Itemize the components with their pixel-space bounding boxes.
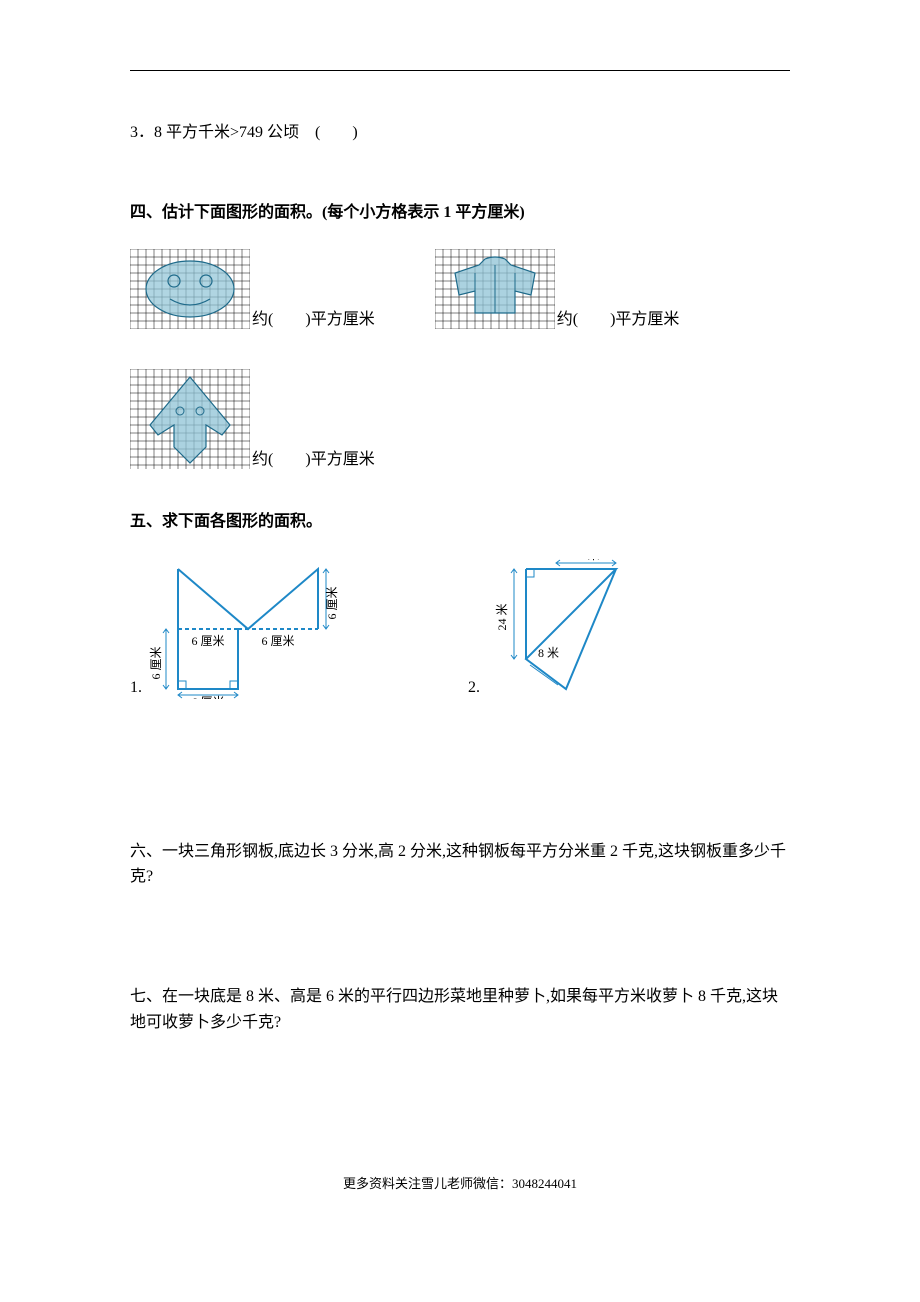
grid-jacket-svg xyxy=(435,249,555,329)
section-4-heading: 四、估计下面图形的面积。(每个小方格表示 1 平方厘米) xyxy=(130,200,790,226)
figure-kite-label: 约( )平方厘米 xyxy=(252,445,375,469)
figure-5-1-svg: 6 厘米 6 厘米 6 厘米 6 厘米 6 厘米 xyxy=(148,559,348,699)
label-suffix: )平方厘米 xyxy=(610,311,679,328)
label-left-6cm: 6 厘米 xyxy=(149,646,163,679)
label-prefix: 约( xyxy=(557,311,578,328)
page-top-rule xyxy=(130,70,790,71)
figure-jacket-label: 约( )平方厘米 xyxy=(557,305,680,329)
label-prefix: 约( xyxy=(252,311,273,328)
label-right-6cm: 6 厘米 xyxy=(325,586,339,619)
section-4-row-1: 约( )平方厘米 约( )平方厘米 xyxy=(130,249,790,329)
figure-5-1: 1. xyxy=(130,559,348,699)
grid-kite-svg xyxy=(130,369,250,469)
label-mid2-6cm: 6 厘米 xyxy=(261,634,294,648)
page-content: 3．8 平方千米>749 公顷 ( ) 四、估计下面图形的面积。(每个小方格表示… xyxy=(130,120,790,1059)
figure-5-2: 2. 10 米 xyxy=(468,559,656,699)
section-4-row-2: 约( )平方厘米 xyxy=(130,369,790,469)
label-bottom-6cm: 6 厘米 xyxy=(191,695,224,699)
section-7-text: 七、在一块底是 8 米、高是 6 米的平行四边形菜地里种萝卜,如果每平方米收萝卜… xyxy=(130,984,790,1035)
figure-grid-oval: 约( )平方厘米 xyxy=(130,249,375,329)
question-3: 3．8 平方千米>749 公顷 ( ) xyxy=(130,120,790,146)
label-left-24m: 24 米 xyxy=(495,603,509,630)
label-8m: 8 米 xyxy=(538,646,559,660)
label-prefix: 约( xyxy=(252,451,273,468)
section-5-heading: 五、求下面各图形的面积。 xyxy=(130,509,790,535)
label-top-10m: 10 米 xyxy=(572,559,599,562)
figure-grid-jacket: 约( )平方厘米 xyxy=(435,249,680,329)
figure-oval-label: 约( )平方厘米 xyxy=(252,305,375,329)
section-5-row: 1. xyxy=(130,559,790,699)
figure-5-1-number: 1. xyxy=(130,679,142,699)
label-suffix: )平方厘米 xyxy=(305,451,374,468)
page-footer: 更多资料关注雪儿老师微信：3048244041 xyxy=(0,1173,920,1192)
grid-oval-svg xyxy=(130,249,250,329)
section-6-text: 六、一块三角形钢板,底边长 3 分米,高 2 分米,这种钢板每平方分米重 2 千… xyxy=(130,839,790,890)
label-mid1-6cm: 6 厘米 xyxy=(191,634,224,648)
figure-grid-kite: 约( )平方厘米 xyxy=(130,369,375,469)
figure-5-2-number: 2. xyxy=(468,679,480,699)
figure-5-2-svg: 10 米 24 米 8 米 xyxy=(486,559,656,699)
label-suffix: )平方厘米 xyxy=(305,311,374,328)
